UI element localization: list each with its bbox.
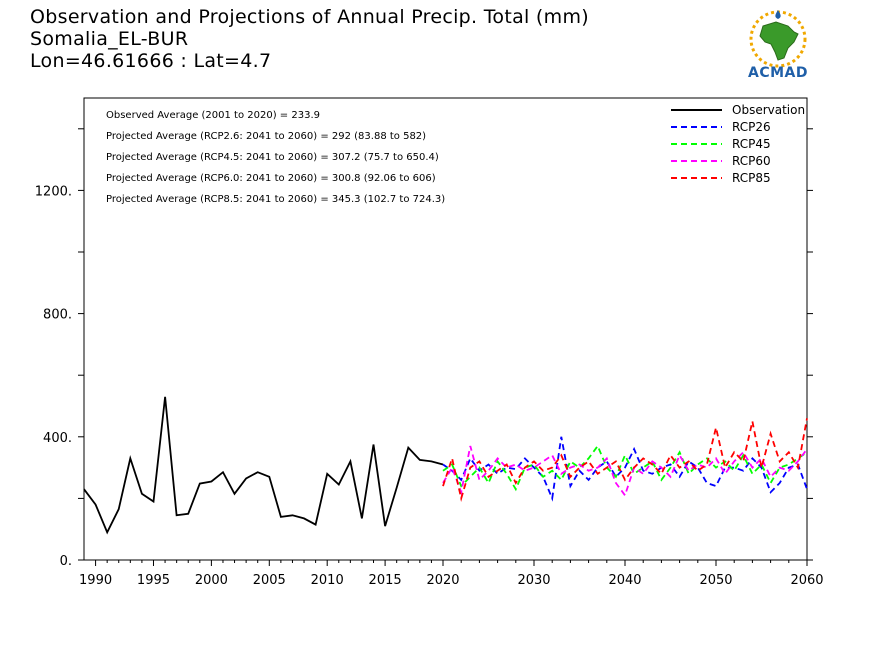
acmad-logo-text: ACMAD [748, 65, 808, 81]
x-tick-label: 2050 [699, 573, 732, 588]
station-name: Somalia_EL-BUR [30, 28, 189, 50]
legend-label-rcp60: RCP60 [732, 154, 771, 168]
x-tick-label: 2060 [790, 573, 823, 588]
x-tick-label: 1990 [79, 573, 112, 588]
legend-label-observation: Observation [732, 103, 805, 117]
y-tick-label: 1200. [35, 184, 72, 199]
africa-map-icon [749, 10, 807, 68]
y-tick-label: 400. [43, 431, 72, 446]
chart-title: Observation and Projections of Annual Pr… [30, 6, 589, 28]
legend-label-rcp26: RCP26 [732, 120, 771, 134]
x-tick-label: 2010 [311, 573, 344, 588]
legend-label-rcp45: RCP45 [732, 137, 771, 151]
x-tick-label: 2015 [369, 573, 402, 588]
annotation-rcp85-average: Projected Average (RCP8.5: 2041 to 2060)… [106, 194, 445, 205]
x-tick-label: 2005 [253, 573, 286, 588]
legend: Observation RCP26 RCP45 RCP60 RCP85 [671, 103, 805, 185]
series-line-rcp45 [442, 444, 808, 492]
plot-area [83, 97, 808, 561]
x-tick-label: 2000 [195, 573, 228, 588]
acmad-logo: ACMAD [738, 8, 818, 84]
y-tick-label: 800. [43, 308, 72, 323]
series-line-observation [83, 396, 444, 535]
annotation-observed-average: Observed Average (2001 to 2020) = 233.9 [106, 110, 320, 121]
y-tick-label: 0. [60, 554, 72, 569]
annotation-rcp45-average: Projected Average (RCP4.5: 2041 to 2060)… [106, 152, 439, 163]
x-tick-label: 1995 [137, 573, 170, 588]
series-line-rcp60 [442, 445, 808, 498]
series-line-rcp85 [442, 418, 808, 502]
x-tick-label: 2020 [426, 573, 459, 588]
x-tick-label: 2040 [608, 573, 641, 588]
chart-title-block: Observation and Projections of Annual Pr… [30, 6, 589, 72]
annotation-rcp60-average: Projected Average (RCP6.0: 2041 to 2060)… [106, 173, 436, 184]
annotation-rcp26-average: Projected Average (RCP2.6: 2041 to 2060)… [106, 131, 426, 142]
station-coordinates: Lon=46.61666 : Lat=4.7 [30, 50, 272, 72]
x-tick-label: 2030 [517, 573, 550, 588]
legend-label-rcp85: RCP85 [732, 171, 771, 185]
